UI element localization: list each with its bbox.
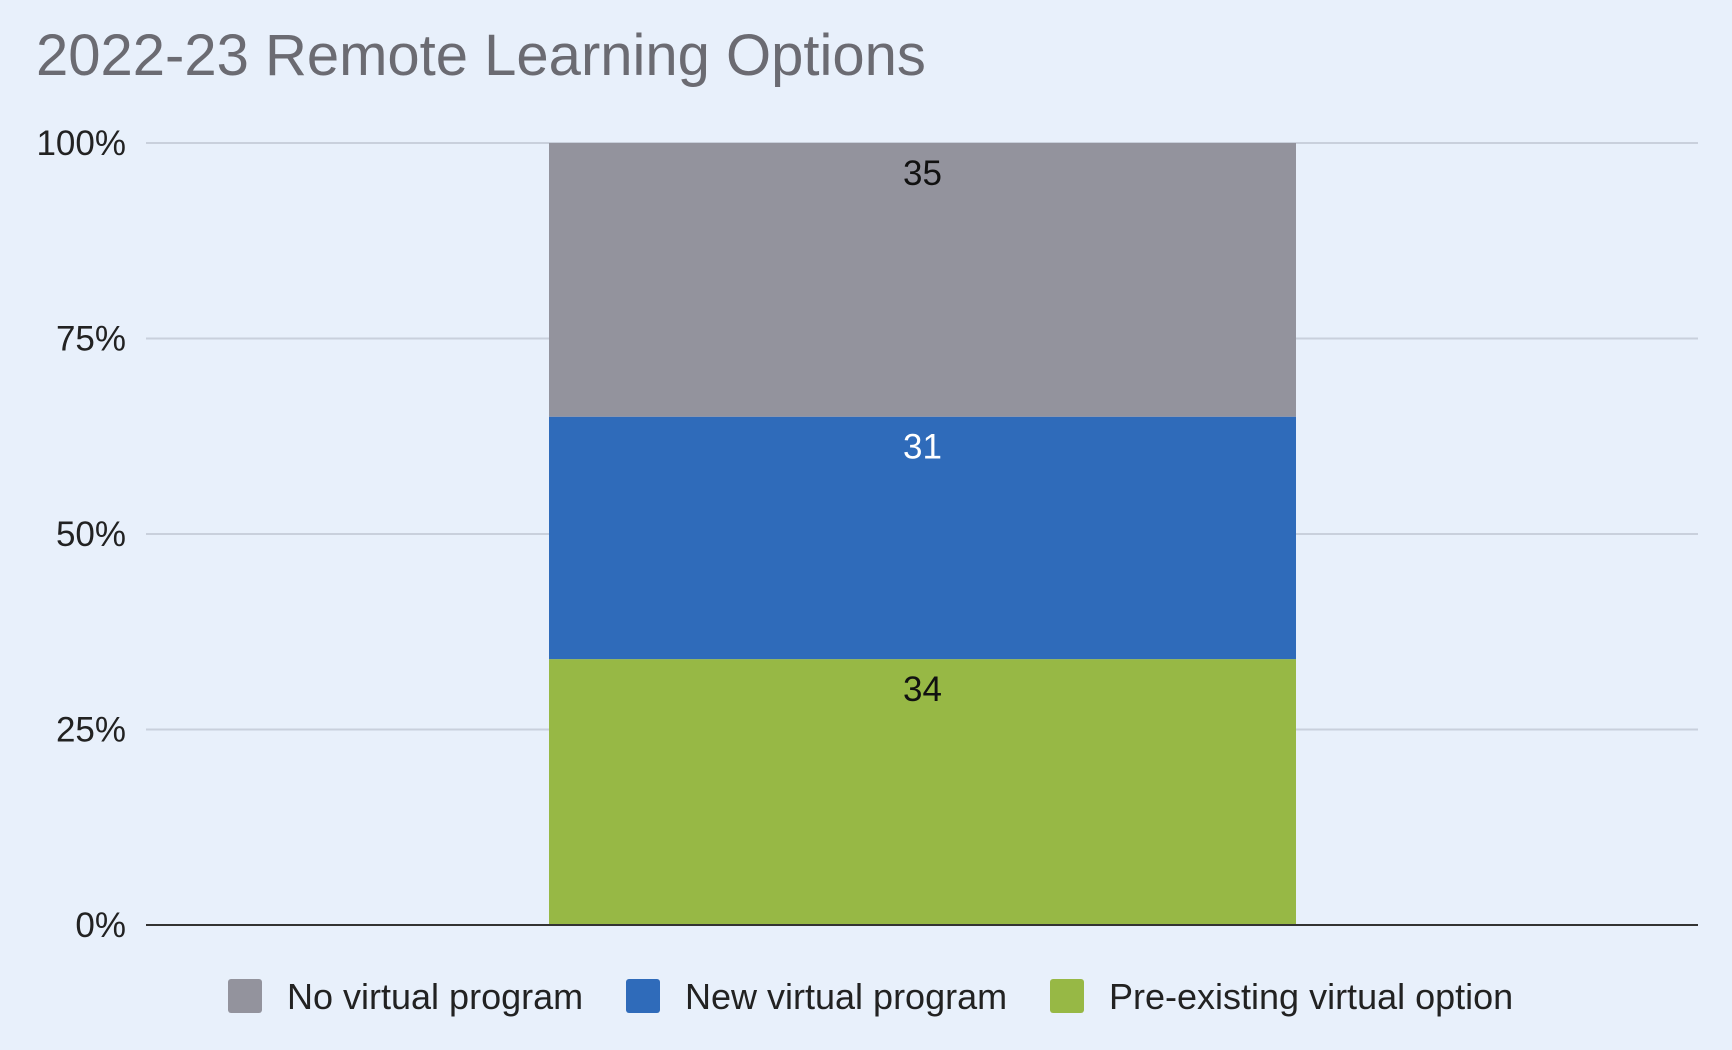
legend: No virtual program New virtual program Pre… xyxy=(228,976,1513,1017)
bar-segment-new-virtual-program xyxy=(549,416,1296,660)
y-tick-label: 0% xyxy=(75,906,126,945)
bar-segment-pre-existing-virtual-option xyxy=(549,659,1296,925)
y-tick-label: 25% xyxy=(56,711,126,750)
data-label-pre-existing-virtual-option: 34 xyxy=(903,670,942,709)
y-tick-label: 50% xyxy=(56,515,126,554)
legend-label: Pre-existing virtual option xyxy=(1109,976,1513,1017)
data-labels: 34 31 35 xyxy=(903,154,942,709)
y-tick-label: 75% xyxy=(56,320,126,359)
stacked-bar xyxy=(549,143,1296,925)
legend-swatch xyxy=(1050,979,1084,1013)
legend-item-pre-existing-virtual-option: Pre-existing virtual option xyxy=(1050,976,1513,1017)
legend-item-no-virtual-program: No virtual program xyxy=(228,976,583,1017)
legend-item-new-virtual-program: New virtual program xyxy=(626,976,1007,1017)
data-label-new-virtual-program: 31 xyxy=(903,428,942,467)
legend-label: New virtual program xyxy=(685,976,1007,1017)
legend-label: No virtual program xyxy=(287,976,583,1017)
y-axis-ticks: 0% 25% 50% 75% 100% xyxy=(36,124,126,945)
chart-title: 2022-23 Remote Learning Options xyxy=(36,23,926,88)
bar-segment-no-virtual-program xyxy=(549,143,1296,417)
legend-swatch xyxy=(228,979,262,1013)
data-label-no-virtual-program: 35 xyxy=(903,154,942,193)
y-tick-label: 100% xyxy=(36,124,126,163)
legend-swatch xyxy=(626,979,660,1013)
